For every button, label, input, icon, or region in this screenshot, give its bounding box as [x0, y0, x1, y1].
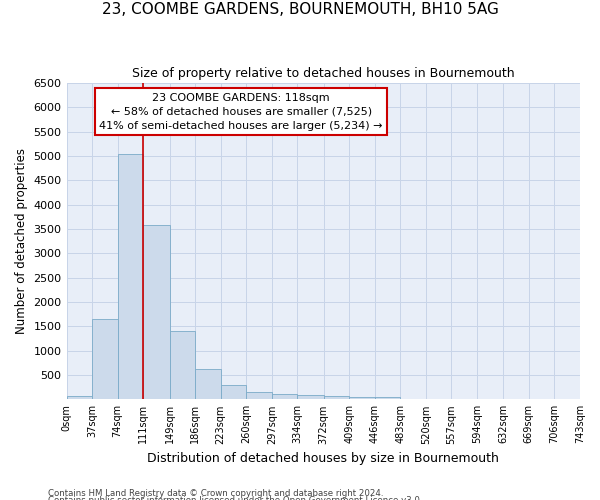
Bar — [323, 396, 349, 400]
Bar — [143, 225, 170, 400]
Bar — [170, 331, 195, 400]
Text: Contains HM Land Registry data © Crown copyright and database right 2024.: Contains HM Land Registry data © Crown c… — [48, 488, 383, 498]
Bar — [92, 318, 118, 400]
Y-axis label: Number of detached properties: Number of detached properties — [15, 148, 28, 334]
Bar — [67, 396, 92, 400]
Bar — [272, 394, 298, 400]
X-axis label: Distribution of detached houses by size in Bournemouth: Distribution of detached houses by size … — [148, 452, 499, 465]
Bar — [298, 396, 323, 400]
Bar — [349, 396, 375, 400]
Text: Contains public sector information licensed under the Open Government Licence v3: Contains public sector information licen… — [48, 496, 422, 500]
Bar — [118, 154, 143, 400]
Text: 23 COOMBE GARDENS: 118sqm  
← 58% of detached houses are smaller (7,525)
41% of : 23 COOMBE GARDENS: 118sqm ← 58% of detac… — [100, 92, 383, 130]
Bar — [221, 385, 246, 400]
Bar — [375, 396, 400, 400]
Text: 23, COOMBE GARDENS, BOURNEMOUTH, BH10 5AG: 23, COOMBE GARDENS, BOURNEMOUTH, BH10 5A… — [101, 2, 499, 18]
Bar — [246, 392, 272, 400]
Bar — [195, 369, 221, 400]
Title: Size of property relative to detached houses in Bournemouth: Size of property relative to detached ho… — [132, 68, 515, 80]
